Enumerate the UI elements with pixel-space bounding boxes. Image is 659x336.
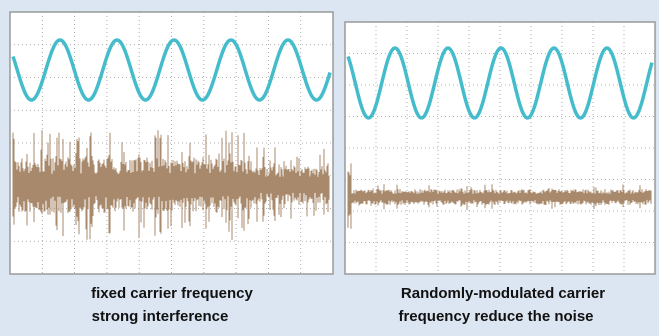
- caption-line: fixed carrier frequency: [91, 285, 253, 302]
- screenshot: fixed carrier frequency strong interfere…: [0, 0, 659, 336]
- scope-right: [345, 22, 655, 274]
- caption-line: strong interference: [92, 308, 229, 325]
- scope-left: [10, 12, 333, 274]
- caption-line: frequency reduce the noise: [398, 308, 593, 325]
- caption-line: Randomly-modulated carrier: [401, 285, 605, 302]
- screen: [345, 22, 655, 274]
